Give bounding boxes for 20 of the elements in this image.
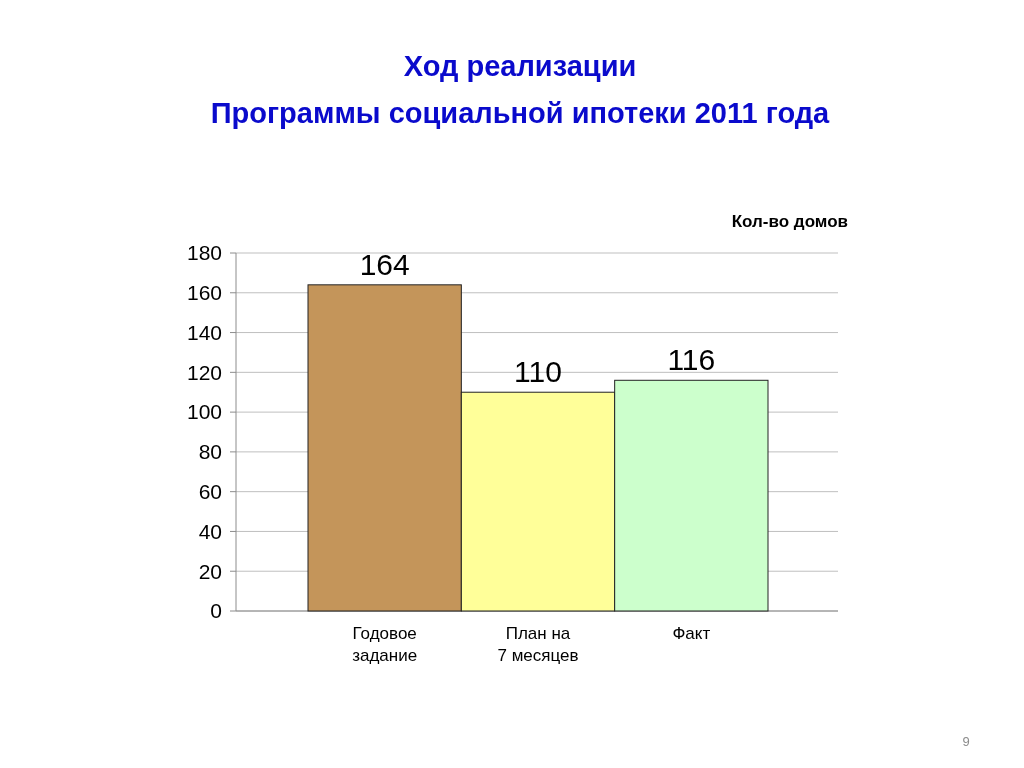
x-tick-label: План на 7 месяцев <box>497 624 579 665</box>
y-tick-label: 100 <box>186 400 222 424</box>
data-label: 116 <box>667 343 716 377</box>
y-tick-label: 20 <box>198 559 222 583</box>
y-tick-label: 60 <box>198 480 222 504</box>
y-tick-label: 140 <box>186 320 222 344</box>
y-tick-label: 180 <box>186 241 222 265</box>
y-tick-label: 40 <box>198 519 222 543</box>
x-tick-label: Годовое задание <box>352 624 418 665</box>
y-axis-title: Кол-во домов <box>731 212 848 231</box>
y-tick-label: 80 <box>198 440 222 464</box>
chart-subtitle: Программы социальной ипотеки 2011 года <box>210 97 831 129</box>
text: 9 <box>962 734 970 749</box>
y-tick-label: 160 <box>186 281 222 305</box>
data-label: 110 <box>514 355 562 389</box>
y-tick-label: 120 <box>186 360 222 384</box>
chart-title: Ход реализации <box>403 50 637 82</box>
y-tick-label: 0 <box>210 599 222 623</box>
x-tick-label: Факт <box>672 624 711 643</box>
data-label: 164 <box>359 247 410 281</box>
